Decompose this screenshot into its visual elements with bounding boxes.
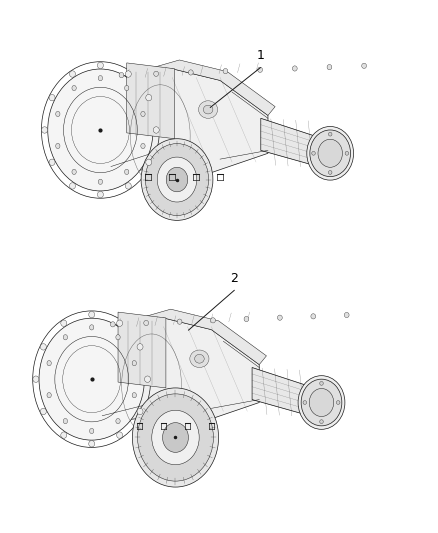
Ellipse shape: [194, 354, 204, 363]
Ellipse shape: [146, 159, 152, 165]
Ellipse shape: [116, 335, 120, 340]
Polygon shape: [261, 118, 323, 168]
Ellipse shape: [61, 432, 67, 438]
Ellipse shape: [318, 139, 343, 167]
Ellipse shape: [141, 139, 213, 220]
Ellipse shape: [307, 126, 353, 180]
Ellipse shape: [72, 85, 76, 91]
Ellipse shape: [190, 350, 209, 368]
Ellipse shape: [61, 320, 67, 326]
Ellipse shape: [63, 335, 67, 340]
Ellipse shape: [137, 408, 143, 415]
Polygon shape: [252, 368, 314, 417]
Ellipse shape: [344, 312, 349, 318]
Ellipse shape: [303, 401, 307, 405]
Ellipse shape: [144, 320, 148, 326]
Ellipse shape: [298, 376, 345, 429]
Ellipse shape: [203, 105, 213, 114]
Ellipse shape: [70, 183, 75, 189]
Ellipse shape: [49, 94, 55, 101]
Ellipse shape: [198, 101, 218, 118]
Ellipse shape: [327, 64, 332, 70]
Ellipse shape: [137, 344, 143, 350]
Ellipse shape: [56, 111, 60, 117]
Ellipse shape: [47, 393, 51, 398]
Ellipse shape: [119, 72, 124, 78]
Text: 1: 1: [256, 50, 264, 62]
Ellipse shape: [132, 393, 136, 398]
Ellipse shape: [157, 157, 197, 202]
Ellipse shape: [98, 76, 102, 81]
Ellipse shape: [312, 151, 315, 155]
Ellipse shape: [293, 66, 297, 71]
Ellipse shape: [110, 322, 115, 327]
Ellipse shape: [258, 67, 262, 72]
Ellipse shape: [132, 388, 219, 487]
Polygon shape: [127, 63, 175, 139]
Ellipse shape: [320, 382, 323, 385]
Ellipse shape: [336, 401, 340, 405]
Ellipse shape: [47, 360, 51, 366]
Ellipse shape: [98, 179, 102, 184]
Ellipse shape: [117, 320, 123, 326]
Ellipse shape: [328, 132, 332, 136]
Ellipse shape: [89, 325, 94, 330]
Ellipse shape: [162, 423, 188, 453]
Ellipse shape: [309, 389, 334, 416]
Ellipse shape: [72, 169, 76, 174]
Ellipse shape: [188, 70, 193, 75]
Ellipse shape: [42, 127, 48, 133]
Ellipse shape: [117, 432, 123, 438]
Ellipse shape: [33, 376, 39, 382]
Ellipse shape: [141, 143, 145, 149]
Ellipse shape: [153, 127, 159, 133]
Ellipse shape: [362, 63, 367, 68]
Ellipse shape: [166, 167, 188, 192]
Ellipse shape: [152, 410, 199, 465]
Ellipse shape: [211, 318, 215, 323]
Ellipse shape: [39, 318, 145, 440]
Polygon shape: [116, 60, 275, 115]
Ellipse shape: [145, 376, 151, 382]
Ellipse shape: [89, 311, 95, 318]
Ellipse shape: [141, 111, 145, 117]
Ellipse shape: [244, 317, 249, 321]
Ellipse shape: [89, 441, 95, 447]
Polygon shape: [118, 312, 166, 388]
Ellipse shape: [56, 143, 60, 149]
Ellipse shape: [124, 85, 129, 91]
Ellipse shape: [63, 418, 67, 424]
Ellipse shape: [97, 191, 103, 198]
Ellipse shape: [154, 71, 159, 76]
Ellipse shape: [145, 143, 208, 215]
Polygon shape: [107, 318, 259, 423]
Ellipse shape: [40, 408, 46, 415]
Polygon shape: [116, 69, 268, 174]
Ellipse shape: [223, 69, 228, 74]
Ellipse shape: [310, 130, 350, 176]
Ellipse shape: [311, 314, 316, 319]
Ellipse shape: [132, 360, 136, 366]
Ellipse shape: [138, 394, 213, 481]
Ellipse shape: [48, 69, 153, 191]
Ellipse shape: [70, 71, 75, 77]
Ellipse shape: [40, 344, 46, 350]
Ellipse shape: [301, 379, 342, 426]
Ellipse shape: [125, 71, 131, 77]
Ellipse shape: [328, 171, 332, 174]
Text: 2: 2: [230, 272, 238, 285]
Ellipse shape: [124, 169, 129, 174]
Ellipse shape: [49, 159, 55, 165]
Ellipse shape: [89, 429, 94, 434]
Ellipse shape: [177, 319, 182, 324]
Ellipse shape: [116, 418, 120, 424]
Ellipse shape: [345, 151, 349, 155]
Ellipse shape: [146, 94, 152, 101]
Ellipse shape: [125, 183, 131, 189]
Ellipse shape: [320, 419, 323, 424]
Ellipse shape: [277, 315, 282, 320]
Ellipse shape: [97, 62, 103, 69]
Polygon shape: [107, 309, 266, 365]
